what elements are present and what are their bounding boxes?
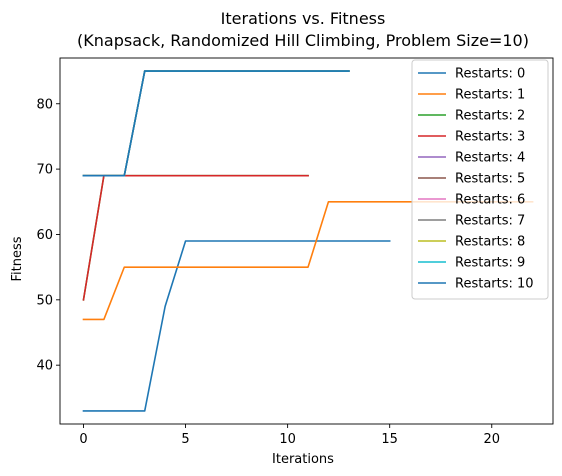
y-tick-label-2: 60 [36,228,53,243]
axes: 0 5 10 15 20 40 50 60 70 80 [36,57,554,447]
x-axis-label: Iterations [272,452,334,467]
y-tick-label-3: 70 [36,163,53,178]
legend-label-5: Restarts: 5 [455,172,525,187]
x-tick-label-1: 5 [181,432,189,447]
y-tick-label-4: 80 [36,97,53,112]
legend-label-1: Restarts: 1 [455,88,525,103]
legend-label-10: Restarts: 10 [455,277,534,292]
legend-label-7: Restarts: 7 [455,214,525,229]
series-line-0 [82,240,391,412]
y-tick-label-0: 40 [36,359,53,374]
legend: Restarts: 0 Restarts: 1 Restarts: 2 Restart… [411,59,549,300]
legend-label-0: Restarts: 0 [455,67,525,82]
legend-box [411,59,549,300]
legend-label-4: Restarts: 4 [455,151,525,166]
legend-label-8: Restarts: 8 [455,235,525,250]
series-group [82,70,534,412]
series-line-10 [82,70,350,177]
plot-area [82,70,534,412]
legend-label-2: Restarts: 2 [455,109,525,124]
x-tick-label-4: 20 [483,432,500,447]
x-tick-label-2: 10 [279,432,296,447]
legend-label-9: Restarts: 9 [455,256,525,271]
chart-subtitle: (Knapsack, Randomized Hill Climbing, Pro… [77,31,529,50]
legend-label-3: Restarts: 3 [455,130,525,145]
x-tick-label-3: 15 [381,432,398,447]
axes-frame [59,57,554,425]
x-tick-label-0: 0 [79,432,87,447]
legend-label-6: Restarts: 6 [455,193,525,208]
y-tick-label-1: 50 [36,293,53,308]
y-axis-label: Fitness [10,236,25,281]
chart-title: Iterations vs. Fitness [221,9,386,28]
